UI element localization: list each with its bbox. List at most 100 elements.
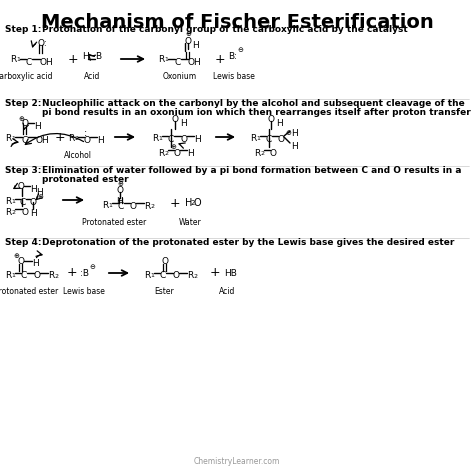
Text: H: H <box>180 118 187 128</box>
Text: O: O <box>174 148 181 157</box>
Text: R: R <box>5 271 11 280</box>
Text: Step 2:: Step 2: <box>5 99 41 108</box>
Text: 2: 2 <box>151 204 155 209</box>
Text: B: B <box>95 52 101 61</box>
Text: R: R <box>102 201 108 210</box>
Text: R: R <box>5 208 11 217</box>
Text: :: : <box>84 128 87 138</box>
Text: R: R <box>68 134 74 143</box>
Text: O: O <box>268 115 275 124</box>
Text: O: O <box>278 135 285 144</box>
Text: 1: 1 <box>256 136 260 141</box>
Text: R: R <box>10 55 16 64</box>
Text: C: C <box>160 272 166 281</box>
Text: +: + <box>210 266 220 280</box>
Text: HB: HB <box>224 268 237 277</box>
Text: C: C <box>22 136 28 145</box>
Text: Mechanism of Fischer Esterification: Mechanism of Fischer Esterification <box>41 13 433 32</box>
Text: Alcohol: Alcohol <box>64 151 92 159</box>
Text: pi bond results in an oxonium ion which then rearranges itself after proton tran: pi bond results in an oxonium ion which … <box>42 108 471 117</box>
Text: 2: 2 <box>193 274 198 279</box>
Text: Carboxylic acid: Carboxylic acid <box>0 72 52 81</box>
Text: R: R <box>144 201 150 210</box>
Text: OH: OH <box>40 57 54 66</box>
Text: +: + <box>68 53 78 65</box>
Text: Deprotonation of the protonated ester by the Lewis base gives the desired ester: Deprotonation of the protonated ester by… <box>42 237 455 246</box>
Text: Oxonium: Oxonium <box>163 72 197 81</box>
Text: O: O <box>130 201 137 210</box>
Text: 1: 1 <box>151 273 155 278</box>
Text: R: R <box>5 197 11 206</box>
Text: Protonated ester: Protonated ester <box>0 288 58 297</box>
Text: H: H <box>291 142 298 151</box>
Text: H: H <box>30 184 37 193</box>
Text: O: O <box>185 36 192 46</box>
Text: Acid: Acid <box>219 288 235 297</box>
Text: R: R <box>187 272 193 281</box>
Text: +: + <box>215 53 225 65</box>
Text: ⊕: ⊕ <box>285 130 291 136</box>
Text: Protonation of the carbonyl group of the carboxylic acid by the catalyst: Protonation of the carbonyl group of the… <box>42 25 408 34</box>
Text: Ester: Ester <box>154 288 174 297</box>
Text: ⊕: ⊕ <box>170 144 176 150</box>
Text: Water: Water <box>179 218 201 227</box>
Text: Elimination of water followed by a pi bond formation between C and O results in : Elimination of water followed by a pi bo… <box>42 165 462 174</box>
Text: C: C <box>21 272 27 281</box>
Text: :B: :B <box>80 268 89 277</box>
Text: ⊕: ⊕ <box>117 181 123 187</box>
Text: 1: 1 <box>11 199 15 204</box>
Text: 1: 1 <box>164 57 168 62</box>
Text: R: R <box>250 134 256 143</box>
Text: O: O <box>270 148 277 157</box>
Text: O: O <box>117 185 124 194</box>
Text: ⊕: ⊕ <box>37 194 43 200</box>
Text: Step 1:: Step 1: <box>5 25 41 34</box>
Text: O: O <box>34 272 41 281</box>
Text: 2: 2 <box>261 151 264 156</box>
Text: Nucleophilic attack on the carbonyl by the alcohol and subsequent cleavage of th: Nucleophilic attack on the carbonyl by t… <box>42 99 465 108</box>
Text: ⊕: ⊕ <box>185 31 191 37</box>
Text: O: O <box>22 208 29 217</box>
Text: ⊖: ⊖ <box>237 47 243 53</box>
Text: +: + <box>67 266 77 280</box>
Text: H: H <box>192 40 199 49</box>
Text: protonated ester: protonated ester <box>42 174 128 183</box>
Text: +: + <box>170 197 180 210</box>
Text: H: H <box>82 52 89 61</box>
Text: OH: OH <box>36 136 50 145</box>
Text: R: R <box>158 148 164 157</box>
Text: H: H <box>97 136 104 145</box>
Text: R: R <box>152 134 158 143</box>
Text: O: O <box>22 118 29 128</box>
Text: H: H <box>291 128 298 137</box>
Text: O: O <box>181 135 188 144</box>
Text: H: H <box>30 209 37 218</box>
Text: O: O <box>162 256 169 265</box>
Text: Lewis base: Lewis base <box>63 288 105 297</box>
Text: C: C <box>175 57 181 66</box>
Text: Step 4:: Step 4: <box>5 237 42 246</box>
Text: ChemistryLearner.com: ChemistryLearner.com <box>194 457 280 466</box>
Text: OH: OH <box>188 57 202 66</box>
Text: C: C <box>266 135 272 144</box>
Text: 2: 2 <box>55 274 58 279</box>
Text: Step 3:: Step 3: <box>5 165 41 174</box>
Text: Protonated ester: Protonated ester <box>82 218 146 227</box>
Text: H: H <box>36 188 43 197</box>
Text: O: O <box>18 256 25 265</box>
Text: R: R <box>48 272 54 281</box>
Text: R: R <box>158 55 164 64</box>
Text: R: R <box>5 134 11 143</box>
Text: O:: O: <box>38 38 48 47</box>
Text: 1: 1 <box>11 136 15 141</box>
Text: O: O <box>84 136 91 145</box>
Text: H: H <box>276 118 283 128</box>
Text: ⊖: ⊖ <box>89 264 95 270</box>
Text: ⊕: ⊕ <box>13 253 19 259</box>
Text: O: O <box>173 272 180 281</box>
Text: H: H <box>185 198 192 208</box>
Text: Acid: Acid <box>84 72 100 81</box>
Text: 1: 1 <box>158 136 163 141</box>
Text: H: H <box>187 148 194 157</box>
Text: 1: 1 <box>11 273 15 278</box>
